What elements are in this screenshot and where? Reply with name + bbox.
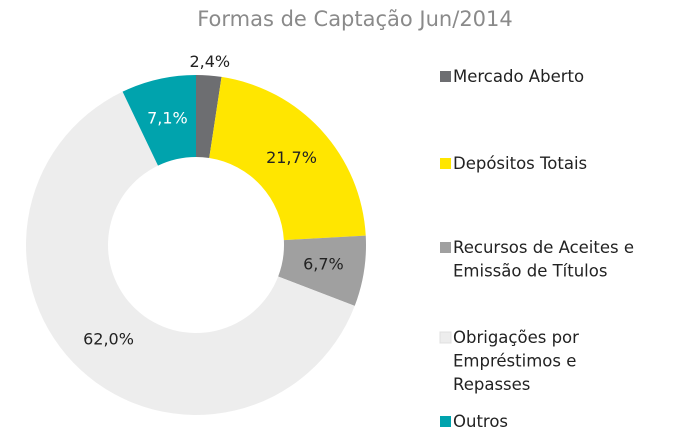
donut-slice: [26, 91, 355, 416]
chart-title: Formas de Captação Jun/2014: [197, 7, 513, 31]
legend-swatch: [440, 242, 451, 253]
donut-slice: [278, 235, 366, 306]
donut-slice: [122, 75, 196, 166]
legend-label: Outros: [453, 412, 508, 430]
legend-label: Depósitos Totais: [453, 154, 587, 173]
legend-swatch: [440, 71, 451, 82]
legend-swatch: [440, 416, 451, 427]
legend-swatch: [439, 331, 452, 344]
data-label: 6,7%: [303, 254, 344, 273]
data-label: 21,7%: [266, 148, 317, 167]
data-label: 7,1%: [147, 109, 188, 128]
data-label: 62,0%: [83, 329, 134, 348]
legend-swatch: [440, 158, 451, 169]
donut-slice: [209, 76, 366, 241]
legend-label: Mercado Aberto: [453, 67, 584, 86]
legend-label: Obrigações por Empréstimos e Repasses: [453, 328, 579, 394]
donut-slice: [196, 75, 222, 159]
data-label: 2,4%: [189, 52, 230, 71]
legend-label: Recursos de Aceites e Emissão de Títulos: [453, 238, 634, 281]
